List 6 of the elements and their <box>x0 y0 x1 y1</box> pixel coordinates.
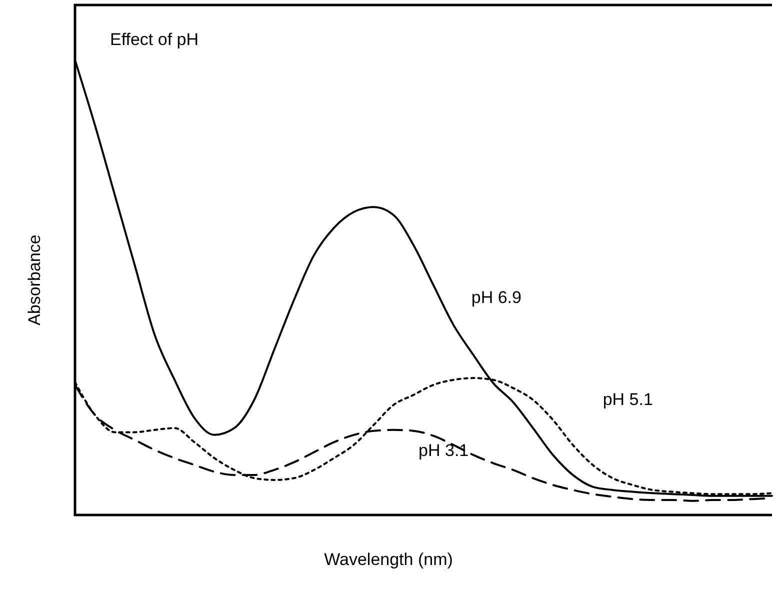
series-label: pH 6.9 <box>471 288 522 307</box>
text: pH 5.1 <box>602 390 653 409</box>
x-axis-title: Wavelength (nm) <box>324 550 453 569</box>
y-axis-title: Absorbance <box>25 234 44 326</box>
series-label: pH 3.1 <box>418 440 469 460</box>
chart-title: Effect of pH <box>110 30 199 49</box>
